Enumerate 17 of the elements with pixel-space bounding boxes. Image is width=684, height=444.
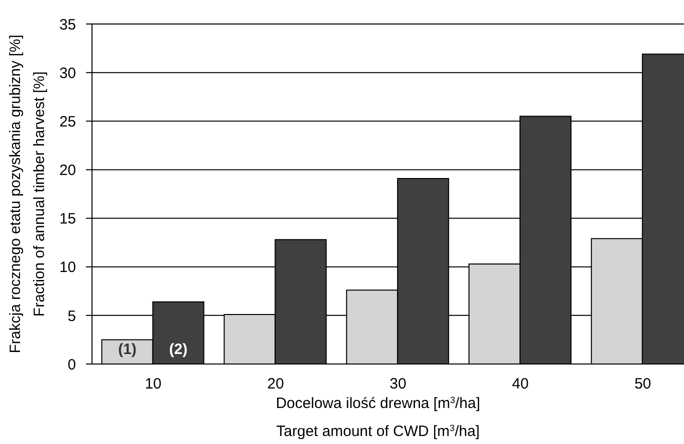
y-tick-label: 10 [59,259,76,276]
x-tick-label: 50 [634,376,652,393]
y-tick-label: 20 [59,162,76,180]
y-axis-title: Frakcja rocznego etatu pozyskania grubizny [%] Fraction of annual timber harvest [%] [7,34,48,354]
x-tick-label: 30 [390,376,406,393]
y-tick-label: 30 [59,64,76,82]
x-axis-title: Docelowa ilość drewna [m$^{3}$/ha] Target amount of CWD [m$^{3}$/ha] [276,395,480,440]
series-label: (1) [118,341,136,358]
y-tick-label: 15 [59,210,76,228]
y-tick-label: 5 [68,308,76,325]
y-tick-label: 0 [68,356,76,374]
y-tick-label: 35 [59,16,76,34]
x-tick-label: 20 [267,376,284,393]
y-tick-label: 25 [59,113,76,130]
x-tick-label: 10 [144,376,162,393]
series-label: (2) [169,341,188,358]
x-tick-label: 40 [512,376,529,393]
